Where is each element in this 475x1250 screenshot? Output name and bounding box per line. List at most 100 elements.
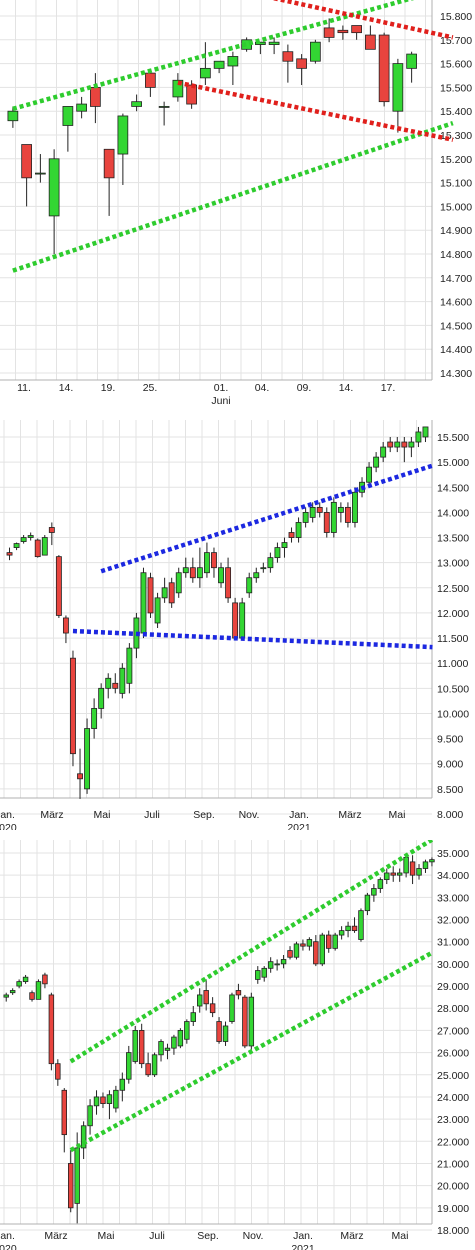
candle-up [74, 1132, 80, 1224]
candle-up [293, 941, 300, 960]
candle-body [55, 1063, 61, 1080]
candle-up [13, 542, 20, 551]
candle-body [154, 597, 161, 624]
candle-up [267, 957, 274, 973]
candle-up [117, 113, 129, 185]
candle-down [6, 547, 13, 561]
candle-down [34, 538, 41, 558]
candle-body [293, 943, 300, 958]
x-sublabel: Juni [211, 395, 230, 407]
candle-up [261, 966, 267, 982]
candle-body [21, 144, 32, 179]
trendlines [69, 840, 434, 1153]
candle-body [366, 466, 373, 483]
x-tick-label: Nov. [239, 809, 260, 821]
y-tick-label: 10.000 [437, 708, 469, 720]
candle-down [70, 650, 76, 767]
candle-up [213, 60, 225, 74]
candle-up [366, 462, 373, 488]
candle-body [151, 1054, 158, 1076]
grid [0, 0, 432, 380]
candle-up [190, 1006, 196, 1026]
candle-body [41, 537, 48, 556]
candle-up [126, 643, 133, 694]
candle-body [316, 506, 323, 513]
candle-up [91, 698, 98, 739]
candle-body [384, 872, 390, 881]
candle-down [351, 25, 362, 40]
candle-down [409, 855, 416, 885]
candle-body [390, 872, 396, 876]
candle-up [274, 959, 280, 971]
candle-up [306, 937, 313, 951]
candle-up [380, 442, 387, 463]
y-tick-label: 23.000 [437, 1114, 469, 1126]
candle-down [326, 930, 332, 953]
candle-up [87, 1099, 93, 1135]
x-tick-label: 19. [101, 382, 116, 394]
candle-up [93, 1090, 100, 1115]
candle-body [255, 41, 266, 45]
candle-body [172, 79, 184, 98]
candle-body [131, 101, 142, 107]
y-axis: 35.000 34.000 33.000 32.000 31.000 30.000 29.0… [437, 848, 469, 1237]
candle-body [35, 172, 46, 175]
candle-up [196, 547, 203, 588]
y-tick-label: 15.800 [440, 11, 472, 23]
x-tick-label: Jan. [0, 809, 15, 821]
x-tick-label: Jan. [0, 1230, 15, 1242]
candle-up [62, 106, 74, 152]
candle-body [213, 60, 225, 69]
candle-body [337, 29, 349, 34]
candle-body [344, 506, 351, 523]
candle-up [177, 1028, 184, 1049]
y-tick-label: 30.000 [437, 959, 469, 971]
candle-up [132, 1025, 138, 1064]
candle-body [98, 687, 105, 709]
candle-down [77, 748, 83, 799]
candle-body [62, 106, 74, 126]
candle-down [282, 44, 294, 83]
candle-body [394, 441, 401, 448]
candle-body [296, 58, 307, 69]
x-tick-label: Nov. [243, 1230, 264, 1242]
y-tick-label: 15.400 [440, 106, 472, 118]
candle-up [310, 39, 321, 64]
y-tick-label: 13.000 [437, 558, 469, 570]
candle-up [358, 908, 364, 942]
candle-body [209, 1003, 216, 1014]
candle-down [288, 527, 295, 543]
candle-down [55, 555, 62, 618]
candle-body [200, 67, 211, 79]
candle-up [158, 1039, 164, 1062]
y-tick-label: 14.600 [440, 297, 472, 309]
candle-body [48, 158, 60, 217]
candle-body [229, 994, 235, 1022]
x-axis: 11. 14. 19. 25. 01. 04. 09. 14. 17. Juni [17, 382, 395, 407]
candle-body [306, 939, 313, 947]
candle-up [422, 426, 429, 443]
candle-body [300, 943, 306, 947]
candle-down [168, 577, 175, 608]
candle-up [3, 992, 9, 1002]
candle-up [268, 37, 280, 55]
y-tick-label: 15.600 [440, 59, 472, 71]
candle-down [344, 502, 351, 528]
y-tick-label: 34.000 [437, 870, 469, 882]
candle-body [267, 557, 274, 569]
candle-down [211, 547, 217, 578]
candle-body [323, 512, 330, 533]
y-tick-label: 11.500 [437, 633, 468, 645]
candle-down [62, 615, 69, 644]
candle-up [27, 532, 34, 541]
candle-body [13, 543, 20, 548]
candle-body [106, 1094, 113, 1104]
candle-body [396, 872, 403, 876]
candle-down [401, 437, 408, 463]
candle-body [268, 41, 280, 45]
candle-up [281, 537, 288, 558]
candle-body [387, 441, 394, 448]
candle-body [186, 84, 197, 105]
x-tick-label: Juli [149, 1230, 165, 1242]
candle-up [222, 1021, 229, 1046]
